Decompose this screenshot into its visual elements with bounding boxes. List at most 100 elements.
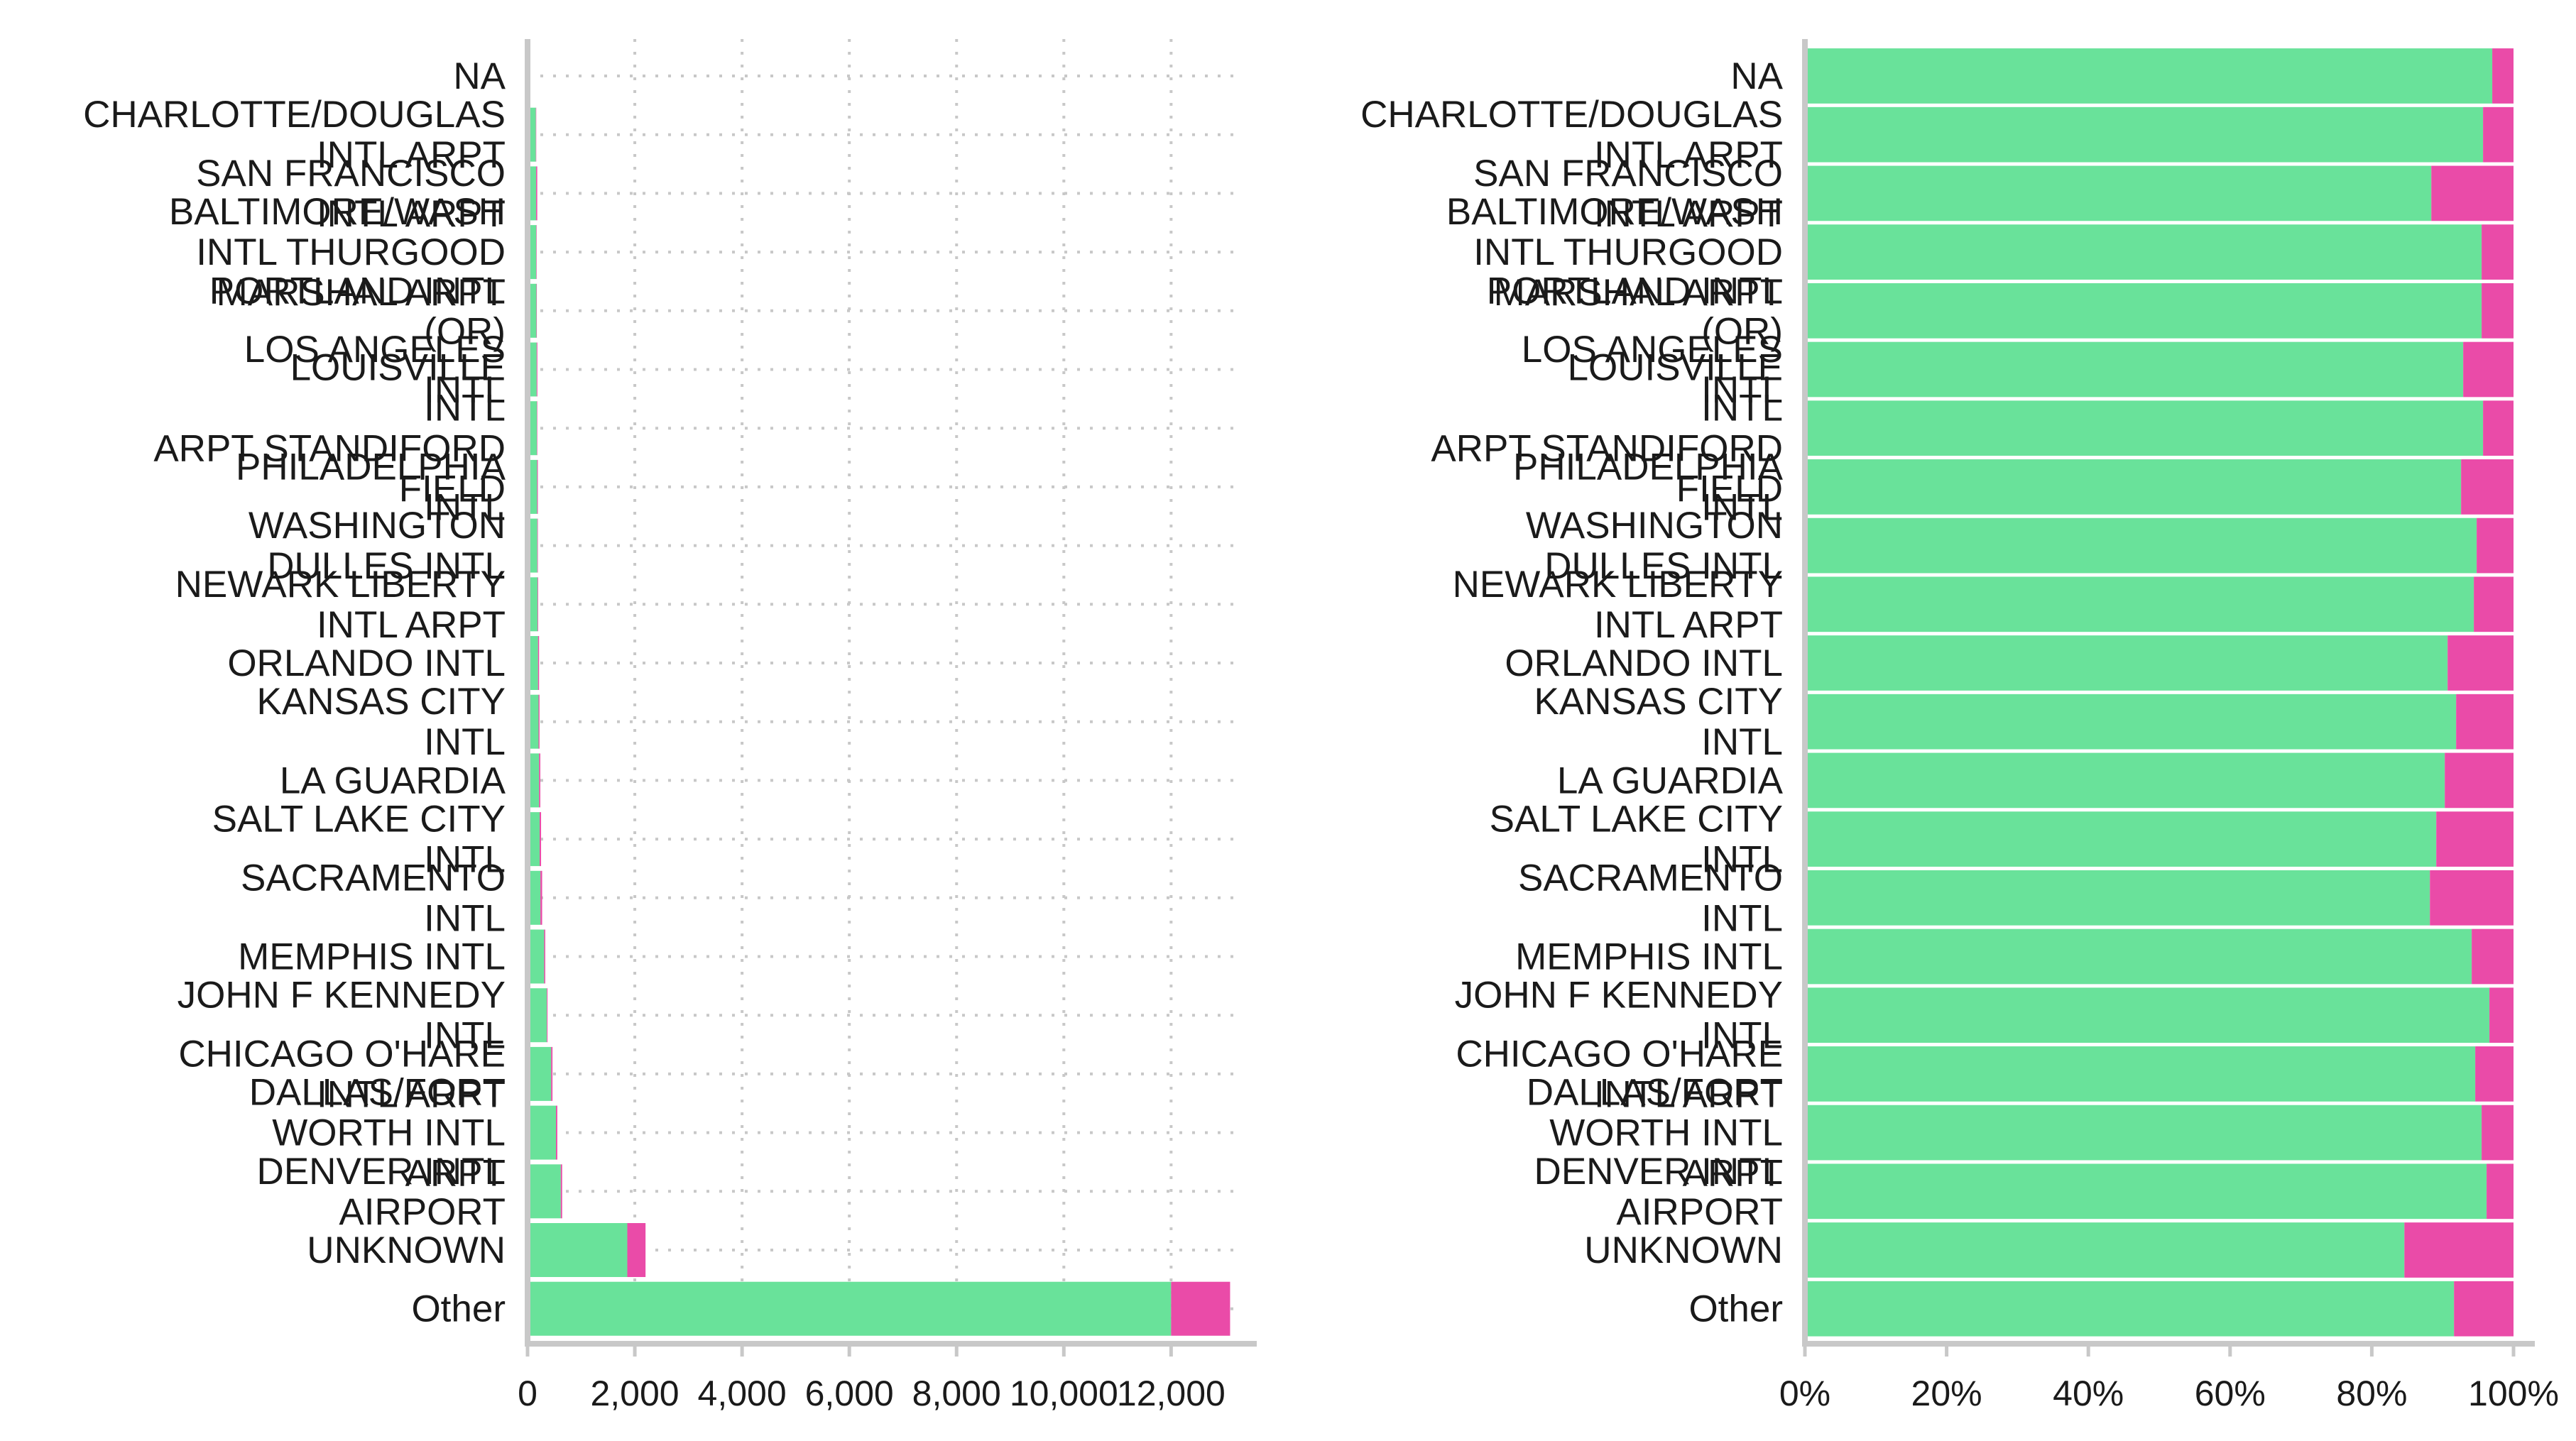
- bar-segment-pink: [2463, 342, 2514, 398]
- x-tick-label: 100%: [2468, 1374, 2559, 1413]
- bar-segment-green: [1805, 694, 2456, 750]
- x-tick-label: 10,000: [1010, 1374, 1118, 1413]
- x-tick-label: 8,000: [912, 1374, 1001, 1413]
- category-label: INTL ARPT: [1594, 604, 1783, 646]
- bar-segment-pink: [540, 812, 541, 866]
- x-tick-label: 20%: [1911, 1374, 1982, 1413]
- bar-segment-pink: [2487, 1163, 2514, 1219]
- bar-segment-pink: [2482, 1105, 2514, 1161]
- bar-segment-green: [1805, 48, 2492, 104]
- bar-segment-pink: [536, 225, 537, 279]
- bar-segment-green: [1805, 400, 2483, 456]
- category-label: PHILADELPHIA: [1513, 446, 1784, 488]
- category-label: PORTLAND INTL: [1487, 270, 1783, 312]
- category-label: CHICAGO O'HARE: [178, 1033, 506, 1075]
- category-label: BALTIMORE/WASH: [169, 191, 506, 233]
- bar-segment-green: [1805, 576, 2474, 632]
- bar-segment-pink: [2489, 987, 2514, 1043]
- x-tick-label: 80%: [2336, 1374, 2407, 1413]
- category-label: BALTIMORE/WASH: [1446, 191, 1783, 233]
- bar-segment-pink: [2482, 283, 2514, 339]
- category-label: PORTLAND INTL: [209, 270, 506, 312]
- category-label: ORLANDO INTL: [1505, 642, 1783, 684]
- category-label: SACRAMENTO: [241, 857, 506, 899]
- category-label: INTL: [1701, 721, 1783, 763]
- bar-segment-pink: [2483, 107, 2514, 163]
- category-label: WORTH INTL: [272, 1112, 506, 1154]
- bar-segment-green: [528, 1223, 627, 1277]
- category-label: SAN FRANCISCO: [196, 153, 506, 194]
- bar-segment-pink: [2447, 635, 2514, 691]
- bar-segment-pink: [2472, 929, 2514, 985]
- bar-segment-pink: [2445, 753, 2514, 809]
- bar-segment-pink: [2461, 459, 2514, 515]
- bar-segment-pink: [538, 695, 539, 749]
- bar-segment-green: [1805, 1105, 2482, 1161]
- category-label: SACRAMENTO: [1518, 857, 1783, 899]
- bar-segment-green: [528, 988, 547, 1042]
- bar-segment-pink: [544, 930, 545, 984]
- category-label: CHARLOTTE/DOUGLAS: [83, 94, 506, 136]
- category-label: LOUISVILLE: [290, 347, 506, 389]
- bar-segment-pink: [537, 519, 538, 573]
- bar-segment-pink: [538, 636, 540, 690]
- category-label: PHILADELPHIA: [236, 446, 506, 488]
- category-label: NEWARK LIBERTY: [175, 564, 506, 606]
- bar-segment-green: [1805, 459, 2461, 515]
- bar-segment-pink: [2430, 870, 2514, 926]
- category-label: INTL THURGOOD: [1473, 231, 1783, 273]
- bar-segment-green: [1805, 811, 2436, 867]
- bar-segment-green: [1805, 1046, 2475, 1102]
- bar-segment-green: [528, 1047, 551, 1101]
- category-label: INTL THURGOOD: [196, 231, 506, 273]
- bars: [1805, 48, 2514, 1336]
- bar-segment-green: [528, 1106, 556, 1160]
- bar-segment-pink: [1171, 1282, 1230, 1336]
- x-tick-label: 60%: [2195, 1374, 2266, 1413]
- x-tick-label: 6,000: [805, 1374, 894, 1413]
- bar-segment-green: [1805, 753, 2445, 809]
- category-label: INTL: [424, 388, 506, 429]
- category-label: NA: [453, 55, 506, 97]
- category-label: MEMPHIS INTL: [1515, 936, 1783, 978]
- bar-segment-pink: [536, 166, 537, 220]
- bar-segment-pink: [2436, 811, 2514, 867]
- category-label: DENVER INTL: [257, 1151, 506, 1193]
- bar-segment-pink: [556, 1106, 557, 1160]
- category-label: DENVER INTL: [1534, 1151, 1783, 1193]
- category-label: NA: [1730, 55, 1783, 97]
- category-label: Other: [1688, 1288, 1783, 1330]
- proportion-panel: 0%20%40%60%80%100%NACHARLOTTE/DOUGLASINT…: [1360, 39, 2559, 1413]
- category-label: Other: [411, 1288, 506, 1330]
- category-label: LA GUARDIA: [1557, 760, 1784, 801]
- category-label: INTL: [1701, 388, 1783, 429]
- bar-segment-green: [1805, 107, 2483, 163]
- category-label: WASHINGTON: [1526, 505, 1783, 547]
- x-tick-label: 12,000: [1117, 1374, 1226, 1413]
- bar-segment-pink: [536, 108, 537, 162]
- category-label: WASHINGTON: [249, 505, 506, 547]
- category-label: UNKNOWN: [307, 1229, 506, 1271]
- bar-segment-pink: [2492, 48, 2514, 104]
- bar-segment-pink: [539, 753, 540, 807]
- bar-segment-pink: [2404, 1222, 2514, 1278]
- bar-segment-green: [528, 1282, 1171, 1336]
- category-label: WORTH INTL: [1549, 1112, 1783, 1154]
- category-label: UNKNOWN: [1584, 1229, 1783, 1271]
- bar-segment-pink: [2454, 1281, 2514, 1337]
- bar-segment-green: [1805, 870, 2430, 926]
- bar-segment-green: [528, 1164, 561, 1218]
- bar-segment-green: [1805, 1281, 2454, 1337]
- bar-segment-pink: [2477, 518, 2514, 574]
- bar-segment-pink: [2483, 400, 2514, 456]
- category-label: LA GUARDIA: [280, 760, 506, 801]
- bar-segment-pink: [536, 284, 537, 338]
- category-label: KANSAS CITY: [257, 681, 506, 723]
- category-label: SALT LAKE CITY: [1490, 799, 1783, 840]
- category-label: CHICAGO O'HARE: [1456, 1033, 1783, 1075]
- bar-segment-pink: [551, 1047, 552, 1101]
- category-label: DALLAS/FORT: [249, 1072, 506, 1114]
- bar-segment-pink: [2475, 1046, 2514, 1102]
